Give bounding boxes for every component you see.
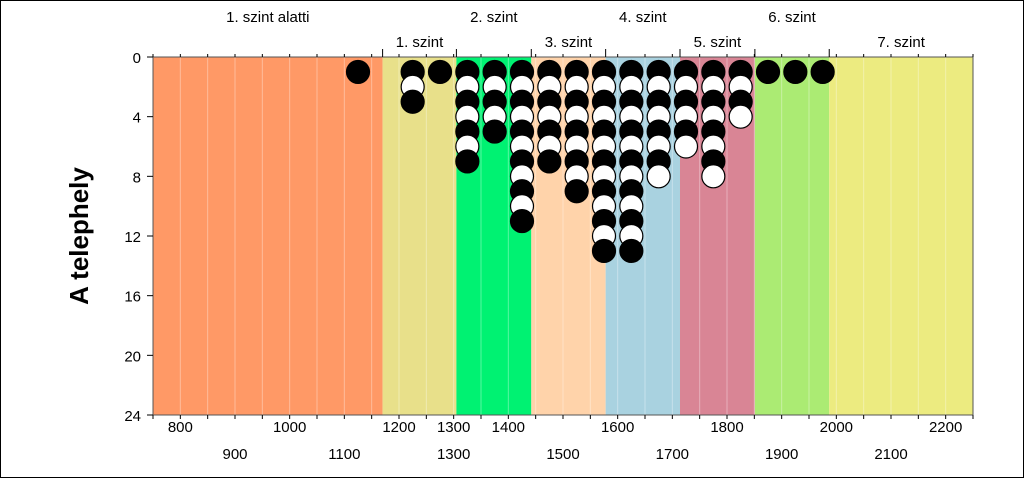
x-tick-label: 800 (168, 419, 193, 436)
data-marker (509, 208, 535, 234)
level-label-5: 4. szint (619, 9, 667, 26)
level-label-8: 7. szint (877, 34, 925, 51)
data-marker (619, 238, 644, 264)
data-marker (673, 134, 699, 159)
x-tick-label: 2000 (820, 419, 853, 436)
data-marker (783, 59, 808, 85)
level-label-6: 5. szint (694, 34, 742, 51)
data-marker (345, 59, 371, 85)
data-marker (728, 104, 753, 129)
level-label-7: 6. szint (768, 9, 816, 26)
x-tick-label: 1600 (601, 419, 634, 436)
x-tick-label: 900 (222, 446, 247, 463)
level-band-1 (153, 57, 383, 415)
data-marker (755, 59, 781, 85)
minor-gridlines (179, 57, 947, 415)
x-tick-label: 1300 (437, 446, 470, 463)
y-tick-label: 24 (124, 408, 141, 425)
y-axis: 0 4 8 12 16 20 24 (124, 50, 153, 425)
x-tick-label: 1800 (710, 419, 743, 436)
x-tick-label: 1500 (546, 446, 579, 463)
level-labels: 1. szint alatti 1. szint 2. szint 3. szint 4… (226, 9, 926, 57)
data-marker (646, 164, 671, 189)
data-marker (427, 59, 453, 85)
level-label-1: 1. szint alatti (226, 9, 309, 26)
x-tick-label: 1900 (765, 446, 798, 463)
x-tick-label: 2200 (929, 419, 962, 436)
x-tick-label: 1300 (437, 419, 470, 436)
level-band-7 (754, 57, 830, 415)
x-tick-label: 1700 (656, 446, 689, 463)
data-marker (455, 149, 480, 174)
data-marker (810, 59, 835, 85)
y-tick-label: 8 (133, 169, 141, 186)
x-axis: 800 1000 1200 1300 1400 1600 1800 2000 2200 900 11… (152, 54, 974, 463)
data-marker (591, 238, 617, 264)
x-tick-label: 1000 (273, 419, 306, 436)
level-label-4: 3. szint (545, 34, 593, 51)
data-marker (482, 119, 507, 144)
data-marker (564, 179, 589, 204)
y-tick-label: 0 (133, 50, 141, 67)
level-band-8 (829, 57, 973, 415)
y-tick-label: 12 (124, 229, 141, 246)
x-tick-label: 1200 (382, 419, 415, 436)
y-tick-label: 16 (124, 289, 141, 306)
x-tick-label: 2100 (874, 446, 907, 463)
x-tick-label: 1100 (328, 446, 360, 463)
x-tick-label: 1400 (492, 419, 525, 436)
y-axis-label: A telephely (64, 167, 94, 305)
level-band-2 (382, 57, 457, 415)
level-label-3: 2. szint (470, 9, 518, 26)
data-marker (537, 149, 562, 174)
y-tick-label: 20 (124, 348, 141, 365)
level-label-2: 1. szint (396, 34, 444, 51)
data-marker (400, 89, 425, 114)
y-tick-label: 4 (133, 110, 141, 127)
data-markers (345, 59, 835, 264)
data-marker (701, 164, 726, 189)
